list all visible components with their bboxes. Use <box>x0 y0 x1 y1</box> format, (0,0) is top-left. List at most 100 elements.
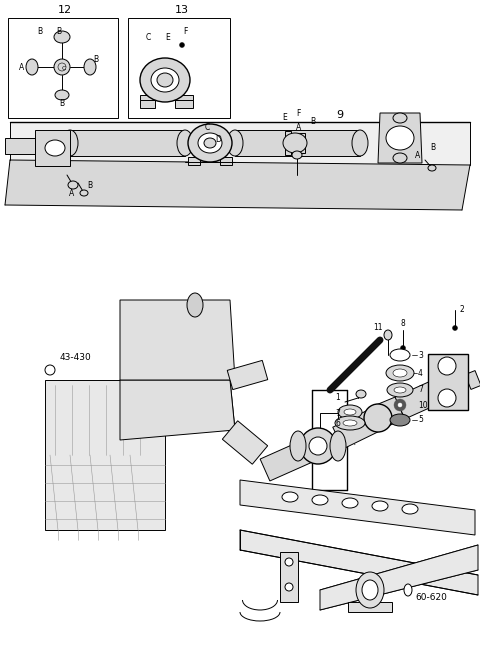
Polygon shape <box>140 100 155 108</box>
Ellipse shape <box>157 73 173 87</box>
Ellipse shape <box>227 130 243 156</box>
Text: F: F <box>183 28 187 37</box>
Polygon shape <box>465 371 480 390</box>
Ellipse shape <box>352 130 368 156</box>
Ellipse shape <box>45 140 65 156</box>
Circle shape <box>180 43 184 47</box>
Circle shape <box>397 352 403 358</box>
Ellipse shape <box>58 63 66 71</box>
Text: 2: 2 <box>460 306 464 314</box>
Text: C: C <box>204 123 210 133</box>
Ellipse shape <box>198 133 222 153</box>
Text: B: B <box>87 182 93 190</box>
Polygon shape <box>188 157 200 165</box>
Text: 60-620: 60-620 <box>415 594 447 602</box>
Bar <box>128 18 230 118</box>
Ellipse shape <box>428 165 436 171</box>
Bar <box>320 413 338 445</box>
Ellipse shape <box>390 414 410 426</box>
Text: 13: 13 <box>175 5 189 15</box>
Text: 3: 3 <box>418 350 423 359</box>
Ellipse shape <box>188 124 232 162</box>
Polygon shape <box>395 379 445 419</box>
Polygon shape <box>235 130 360 156</box>
Ellipse shape <box>151 68 179 92</box>
Ellipse shape <box>402 504 418 514</box>
Polygon shape <box>140 95 193 100</box>
Ellipse shape <box>312 495 328 505</box>
Polygon shape <box>285 131 291 155</box>
Ellipse shape <box>54 31 70 43</box>
Text: C: C <box>62 66 66 72</box>
Text: B: B <box>37 28 43 37</box>
Ellipse shape <box>338 405 362 419</box>
Polygon shape <box>372 397 405 429</box>
Ellipse shape <box>386 126 414 150</box>
Text: 7: 7 <box>335 409 340 417</box>
Text: B: B <box>311 117 315 127</box>
Text: E: E <box>283 113 288 123</box>
Ellipse shape <box>300 428 336 464</box>
Ellipse shape <box>54 59 70 75</box>
Polygon shape <box>240 480 475 535</box>
Polygon shape <box>280 552 298 602</box>
Circle shape <box>453 325 457 331</box>
Circle shape <box>438 389 456 407</box>
Ellipse shape <box>335 416 365 430</box>
Ellipse shape <box>362 580 378 600</box>
Polygon shape <box>175 100 193 108</box>
Ellipse shape <box>356 572 384 608</box>
Circle shape <box>398 403 402 407</box>
Ellipse shape <box>364 404 392 432</box>
Ellipse shape <box>204 138 216 148</box>
Ellipse shape <box>393 113 407 123</box>
Text: D: D <box>215 136 221 144</box>
Text: B: B <box>431 142 435 152</box>
Ellipse shape <box>187 293 203 317</box>
Ellipse shape <box>342 498 358 508</box>
Circle shape <box>285 558 293 566</box>
Polygon shape <box>348 602 392 612</box>
Ellipse shape <box>384 330 392 340</box>
Polygon shape <box>260 439 315 481</box>
Ellipse shape <box>309 437 327 455</box>
Circle shape <box>400 346 406 350</box>
Polygon shape <box>333 409 380 449</box>
Text: A: A <box>296 123 301 133</box>
Ellipse shape <box>80 190 88 196</box>
Text: E: E <box>166 33 170 43</box>
Text: 11: 11 <box>373 323 383 331</box>
Text: A: A <box>70 188 74 197</box>
Text: 4: 4 <box>418 369 423 377</box>
Circle shape <box>285 583 293 591</box>
Bar <box>8 18 118 118</box>
Ellipse shape <box>290 431 306 461</box>
Text: 10: 10 <box>418 401 428 409</box>
Polygon shape <box>240 530 478 595</box>
Ellipse shape <box>386 365 414 381</box>
Text: 12: 12 <box>58 5 72 15</box>
Ellipse shape <box>177 130 193 156</box>
Polygon shape <box>120 380 235 440</box>
Ellipse shape <box>394 387 406 393</box>
Text: B: B <box>60 98 65 108</box>
Text: C: C <box>145 33 151 43</box>
Ellipse shape <box>140 58 190 102</box>
Ellipse shape <box>356 390 366 398</box>
Polygon shape <box>227 360 268 390</box>
Polygon shape <box>10 122 470 165</box>
Ellipse shape <box>55 90 69 100</box>
Text: A: A <box>19 64 24 73</box>
Polygon shape <box>222 420 268 464</box>
Text: B: B <box>57 28 61 37</box>
Polygon shape <box>35 130 70 166</box>
Ellipse shape <box>26 59 38 75</box>
Text: 7: 7 <box>418 386 423 394</box>
Text: 6: 6 <box>335 419 340 428</box>
Ellipse shape <box>390 349 410 361</box>
Text: F: F <box>296 108 300 117</box>
Ellipse shape <box>84 59 96 75</box>
Polygon shape <box>165 380 235 430</box>
Ellipse shape <box>292 151 302 159</box>
Polygon shape <box>5 138 35 154</box>
